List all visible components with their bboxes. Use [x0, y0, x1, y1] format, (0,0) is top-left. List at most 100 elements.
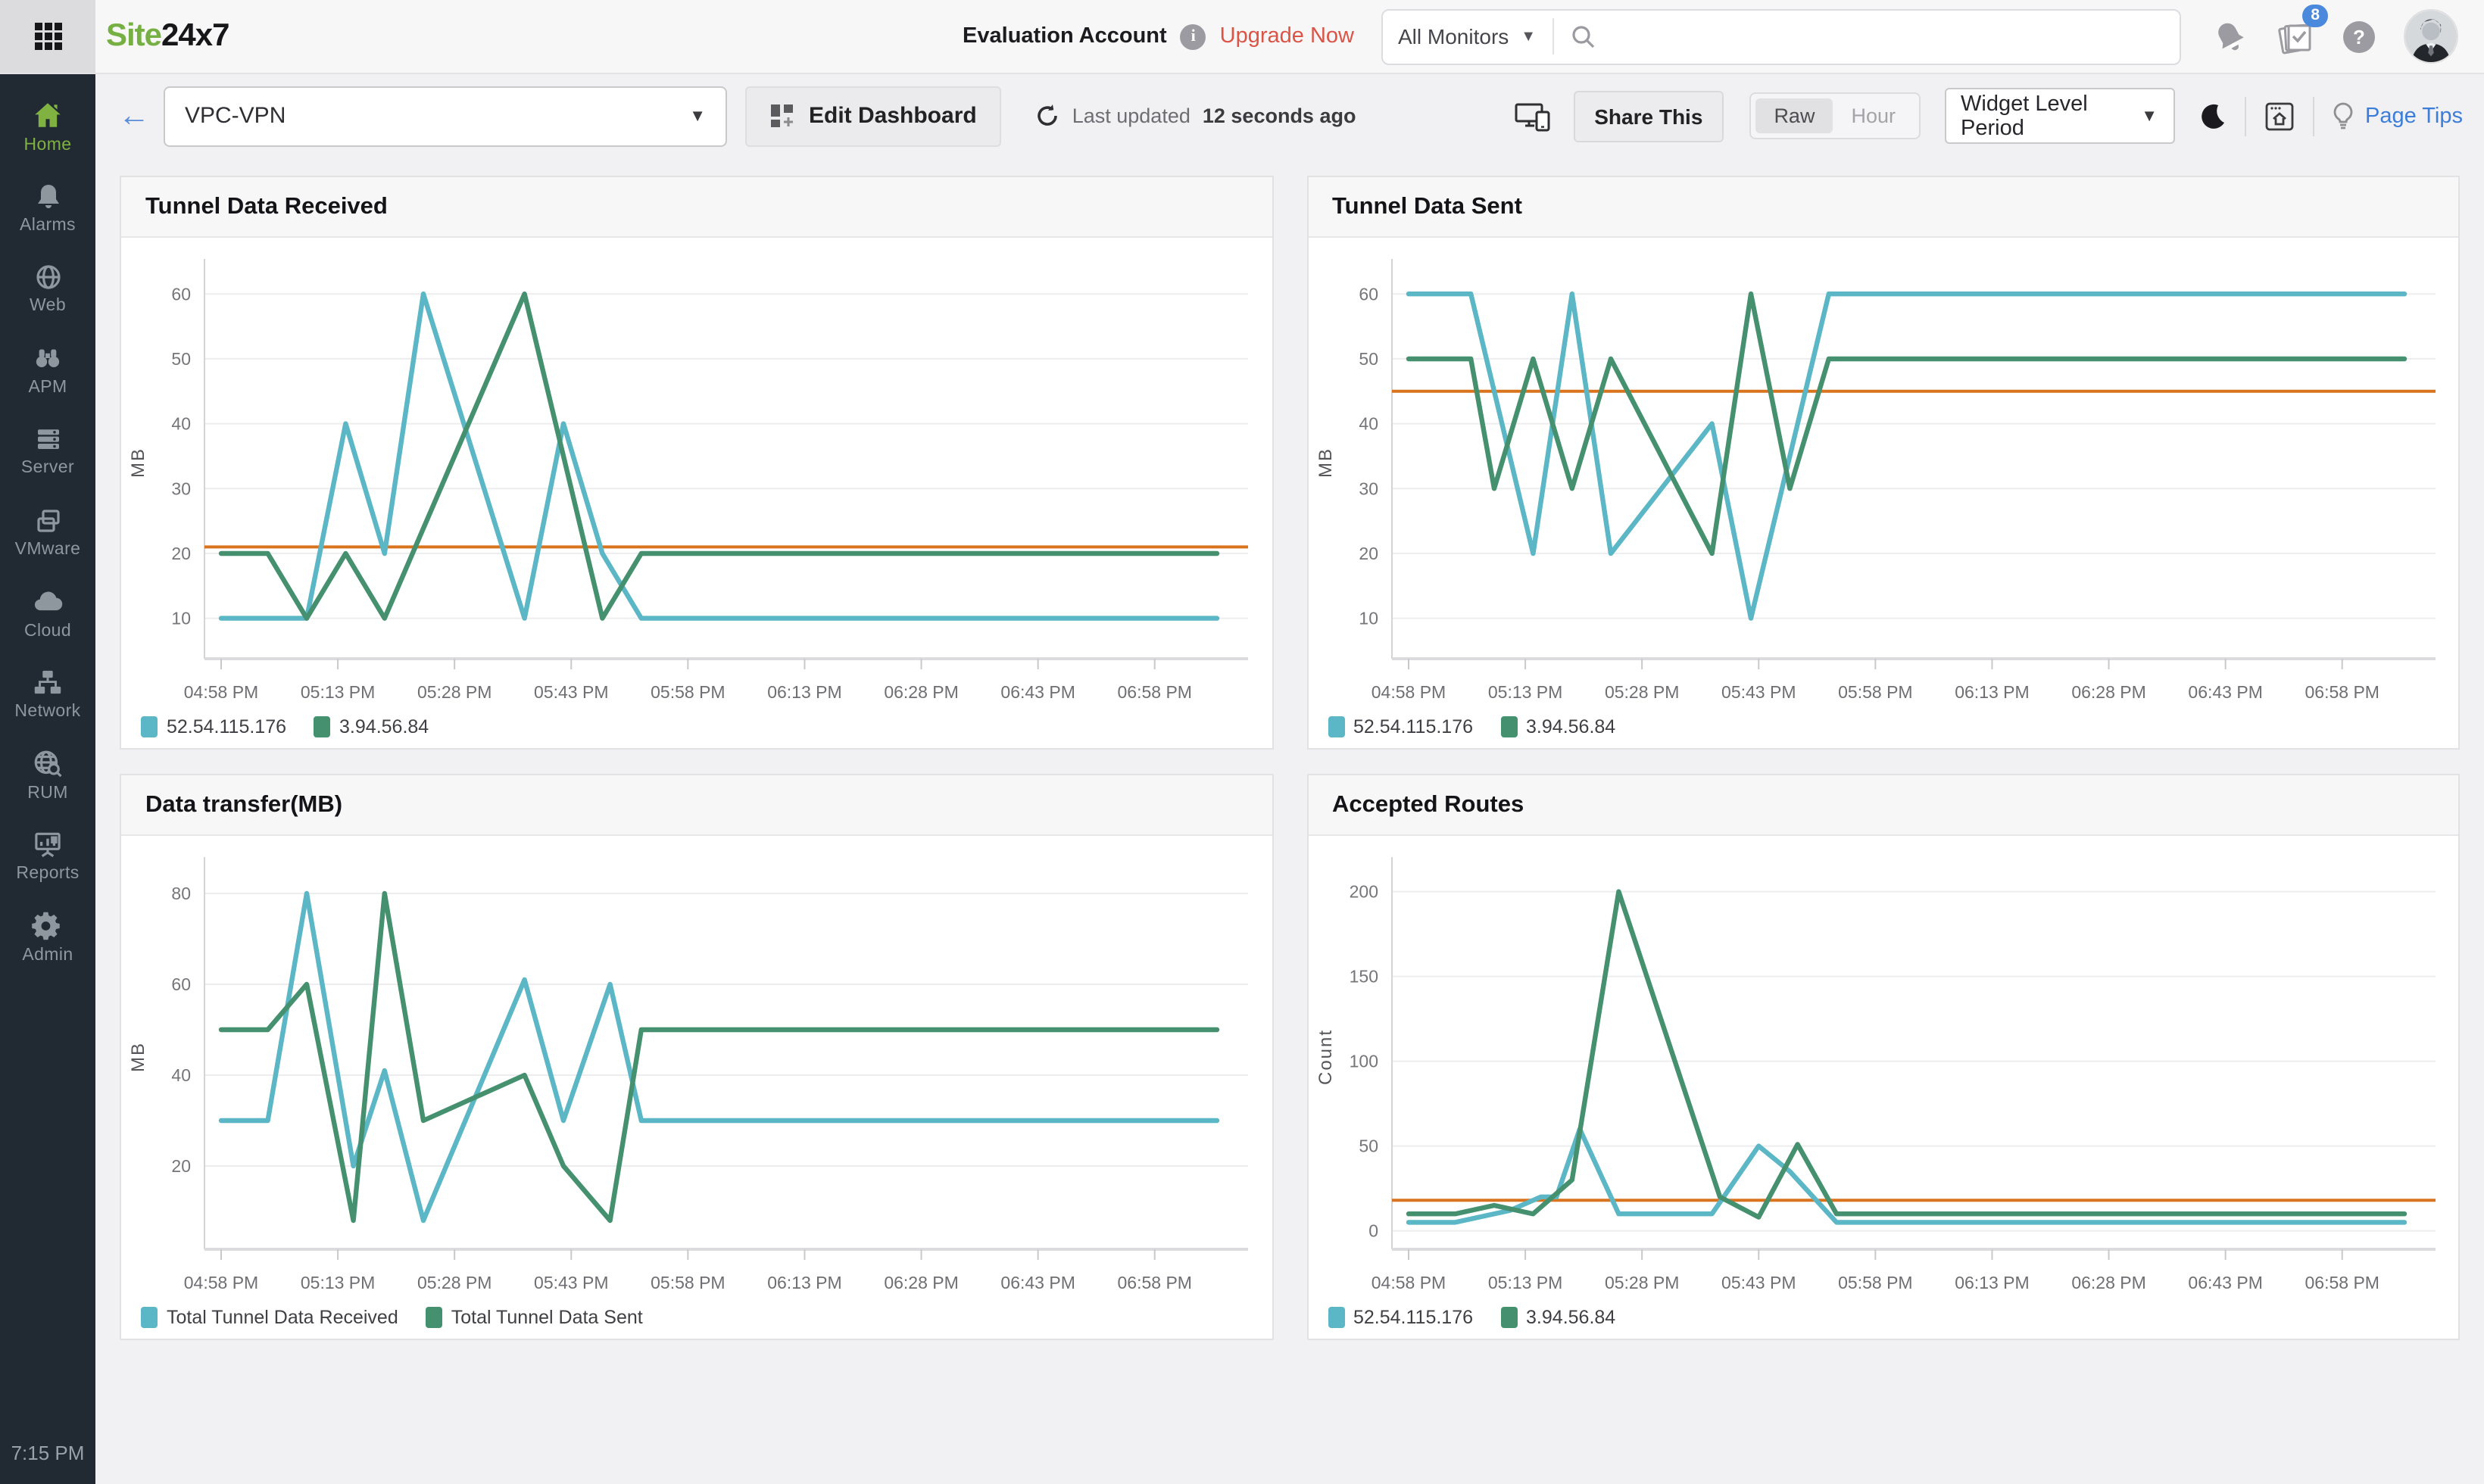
svg-text:MB: MB — [128, 1042, 148, 1072]
sidebar-item-alarms[interactable]: Alarms — [0, 167, 95, 248]
sidebar-item-server[interactable]: Server — [0, 410, 95, 491]
info-icon[interactable]: i — [1180, 23, 1206, 49]
svg-text:05:58 PM: 05:58 PM — [651, 1273, 725, 1292]
notification-badge: 8 — [2302, 4, 2328, 26]
lightbulb-icon — [2333, 101, 2352, 129]
tasks-button[interactable]: 8 — [2276, 4, 2328, 55]
divider — [2312, 96, 2314, 136]
svg-text:04:58 PM: 04:58 PM — [1371, 682, 1445, 702]
sidebar-item-cloud[interactable]: Cloud — [0, 572, 95, 653]
search-icon — [1572, 25, 1595, 48]
panel-title: Tunnel Data Sent — [1308, 177, 2458, 238]
svg-text:05:13 PM: 05:13 PM — [301, 682, 375, 702]
user-avatar[interactable] — [2404, 9, 2458, 64]
chart-area: 10 20 30 40 50 60 04:58 PM 05:13 PM 05:28 PM 05:4… — [121, 238, 1272, 748]
sidebar-item-web[interactable]: Web — [0, 248, 95, 329]
chevron-down-icon[interactable]: ▼ — [1521, 28, 1537, 45]
svg-text:MB: MB — [1315, 447, 1335, 478]
tunnel-data-received-chart[interactable]: 10 20 30 40 50 60 04:58 PM 05:13 PM 05:28 PM 05:4… — [121, 238, 1269, 750]
dark-mode-button[interactable] — [2197, 101, 2227, 131]
svg-text:40: 40 — [171, 1065, 191, 1085]
svg-text:05:28 PM: 05:28 PM — [417, 1273, 491, 1292]
sidebar-clock: 7:15 PM — [11, 1442, 85, 1464]
period-value: Widget Level Period — [1961, 92, 2088, 140]
admin-gear-icon — [32, 912, 60, 940]
help-button[interactable]: ? — [2343, 20, 2375, 52]
sidebar-item-home[interactable]: Home — [0, 86, 95, 167]
apm-binoculars-icon — [36, 349, 60, 368]
edit-dashboard-label: Edit Dashboard — [809, 103, 977, 129]
all-monitors-dropdown[interactable]: All Monitors — [1398, 24, 1509, 48]
edit-dashboard-button[interactable]: Edit Dashboard — [745, 86, 1001, 146]
cloud-icon — [33, 592, 62, 611]
dashboard-select[interactable]: VPC-VPN ▼ — [164, 86, 727, 146]
legend-item[interactable]: 3.94.56.84 — [1500, 1307, 1615, 1328]
divider — [2244, 96, 2245, 136]
svg-text:06:58 PM: 06:58 PM — [1118, 1273, 1192, 1292]
legend-item[interactable]: 3.94.56.84 — [1500, 716, 1615, 737]
sidebar-item-admin[interactable]: Admin — [0, 896, 95, 977]
svg-text:50: 50 — [1358, 1136, 1378, 1156]
dashboard-grid: Tunnel Data Received 10 20 30 40 50 60 04:58 P… — [95, 157, 2484, 1484]
page-tips-label: Page Tips — [2365, 104, 2463, 128]
svg-text:04:58 PM: 04:58 PM — [184, 682, 258, 702]
svg-text:60: 60 — [171, 284, 191, 304]
legend-item[interactable]: 52.54.115.176 — [1328, 716, 1473, 737]
divider — [1552, 18, 1555, 55]
announcements-bell-button[interactable] — [2211, 18, 2248, 55]
sidebar-item-rum[interactable]: RUM — [0, 734, 95, 815]
widget-level-period-select[interactable]: Widget Level Period ▼ — [1944, 88, 2174, 144]
chart-area: 0 50 100 150 200 04:58 PM 05:13 PM 05:28 PM 05:4… — [1308, 836, 2458, 1339]
svg-text:06:28 PM: 06:28 PM — [884, 682, 958, 702]
legend-item[interactable]: 52.54.115.176 — [141, 716, 286, 737]
site24x7-logo[interactable]: Site24x7 — [106, 18, 229, 55]
accepted-routes-chart[interactable]: 0 50 100 150 200 04:58 PM 05:13 PM 05:28 PM 05:4… — [1308, 836, 2456, 1340]
vmware-layers-icon — [36, 509, 59, 532]
chevron-down-icon: ▼ — [689, 107, 706, 125]
web-globe-icon — [36, 265, 60, 290]
panel-data-transfer: Data transfer(MB) 20 40 60 80 04:58 PM 05:13 … — [120, 774, 1273, 1340]
page-tips-button[interactable]: Page Tips — [2330, 101, 2463, 131]
chart-legend: 52.54.115.176 3.94.56.84 — [141, 716, 429, 737]
back-arrow-button[interactable]: ← — [118, 98, 150, 133]
svg-text:80: 80 — [171, 884, 191, 903]
panel-accepted-routes: Accepted Routes 0 50 100 150 200 04:58 PM 05:1… — [1306, 774, 2460, 1340]
logo-247-part: 24x7 — [161, 18, 229, 53]
sidebar-item-network[interactable]: Network — [0, 653, 95, 734]
legend-swatch — [1328, 1307, 1344, 1328]
reports-board-icon — [35, 833, 61, 858]
svg-text:MB: MB — [128, 447, 148, 478]
set-home-page-button[interactable] — [2262, 99, 2295, 132]
dashboard-toolbar: ← VPC-VPN ▼ Edit Dashboard Last updated … — [95, 74, 2484, 157]
legend-item[interactable]: Total Tunnel Data Received — [141, 1307, 398, 1328]
sidebar-item-vmware[interactable]: VMware — [0, 491, 95, 572]
share-this-button[interactable]: Share This — [1573, 90, 1724, 142]
svg-text:20: 20 — [171, 1156, 191, 1176]
data-transfer-chart[interactable]: 20 40 60 80 04:58 PM 05:13 PM 05:28 PM 05:43 PM… — [121, 836, 1269, 1340]
svg-text:50: 50 — [1358, 349, 1378, 369]
search-input[interactable] — [1596, 23, 2164, 50]
responsive-view-button[interactable] — [1512, 99, 1552, 132]
svg-text:150: 150 — [1349, 967, 1378, 987]
question-icon: ? — [2343, 20, 2375, 52]
apps-grid-button[interactable] — [0, 0, 95, 73]
svg-text:50: 50 — [171, 349, 191, 369]
hour-toggle[interactable]: Hour — [1851, 104, 1896, 127]
chart-legend: 52.54.115.176 3.94.56.84 — [1328, 716, 1615, 737]
raw-toggle[interactable]: Raw — [1755, 98, 1833, 133]
svg-text:06:58 PM: 06:58 PM — [2305, 682, 2379, 702]
legend-item[interactable]: 3.94.56.84 — [314, 716, 429, 737]
legend-item[interactable]: 52.54.115.176 — [1328, 1307, 1473, 1328]
home-frame-icon — [2264, 101, 2293, 130]
sidebar-item-apm[interactable]: APM — [0, 329, 95, 410]
sidebar-item-reports[interactable]: Reports — [0, 815, 95, 896]
svg-text:05:13 PM: 05:13 PM — [1487, 1273, 1562, 1292]
refresh-icon[interactable] — [1034, 103, 1060, 129]
tunnel-data-sent-chart[interactable]: 10 20 30 40 50 60 04:58 PM 05:13 PM 05:28 PM 05:4… — [1308, 238, 2456, 750]
svg-text:06:43 PM: 06:43 PM — [1000, 682, 1075, 702]
network-nodes-icon — [34, 671, 61, 694]
legend-item[interactable]: Total Tunnel Data Sent — [425, 1307, 643, 1328]
panel-title: Accepted Routes — [1308, 775, 2458, 836]
upgrade-now-link[interactable]: Upgrade Now — [1219, 24, 1354, 48]
